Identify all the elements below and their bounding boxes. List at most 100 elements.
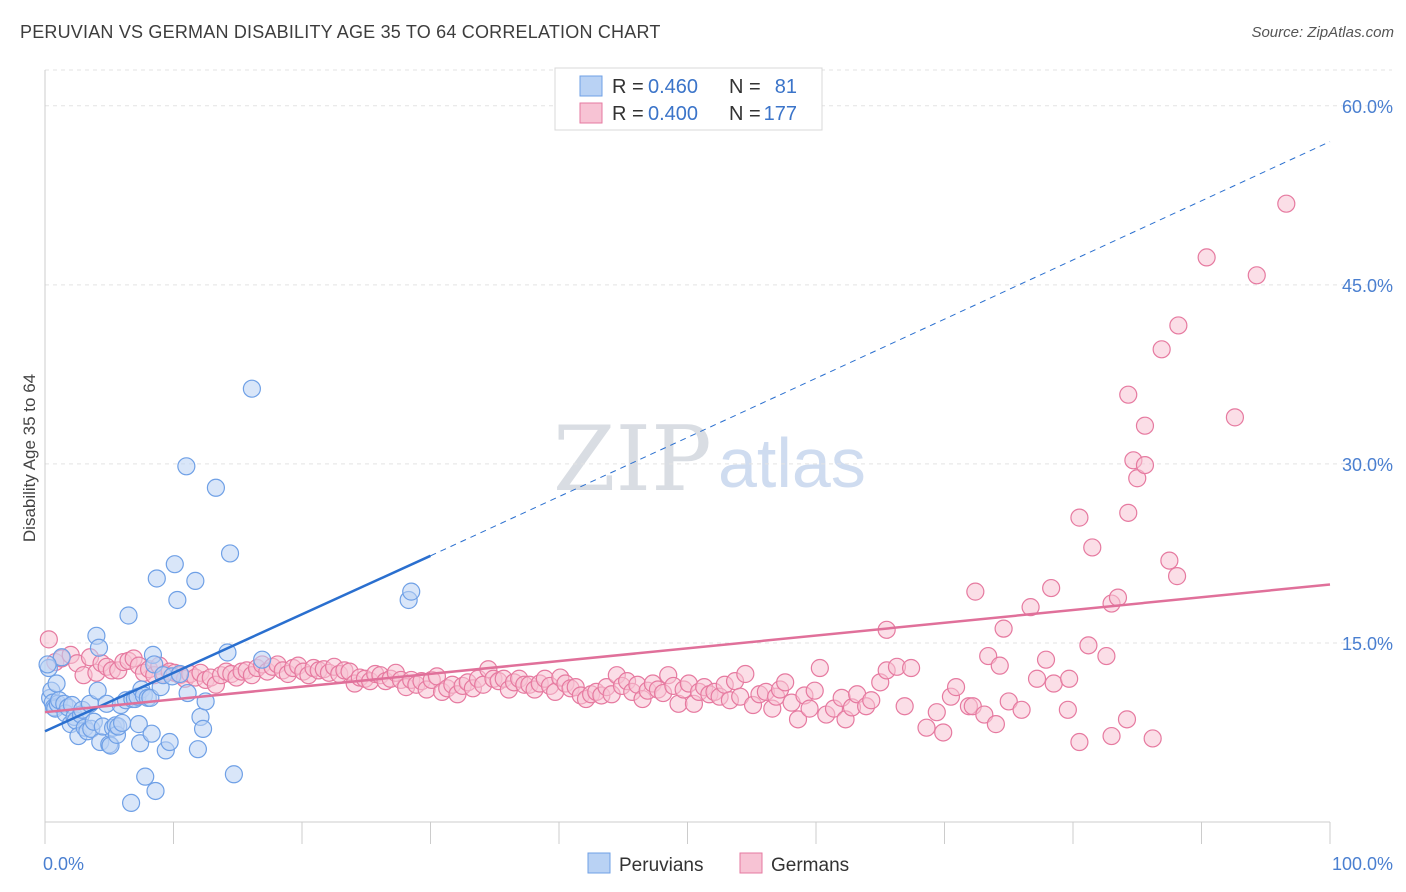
peruvian-point — [160, 732, 179, 752]
peruvian-point — [88, 681, 107, 700]
peruvian-point — [242, 379, 261, 398]
bottom-legend: Peruvians Germans — [587, 852, 849, 876]
watermark: ZIP atlas — [553, 407, 866, 512]
legend-r-label-1: R = — [612, 76, 644, 98]
german-point — [1070, 508, 1089, 527]
peruvian-point — [89, 638, 109, 657]
german-point — [1102, 726, 1121, 746]
german-point — [1036, 650, 1056, 669]
peruvian-point — [206, 478, 226, 497]
german-point — [1152, 340, 1171, 359]
peruvian-point — [147, 569, 166, 588]
german-point — [1160, 551, 1179, 570]
german-point — [895, 697, 914, 716]
legend-n-value-1: 81 — [775, 76, 797, 98]
peruvian-point — [165, 555, 184, 574]
y-tick-label: 45.0% — [1342, 276, 1393, 296]
y-tick-label: 15.0% — [1342, 634, 1393, 654]
german-point — [1083, 538, 1102, 557]
german-point — [1197, 248, 1216, 267]
x-tick-labels: 0.0% 100.0% — [43, 854, 1393, 874]
peruvians-points — [38, 379, 421, 813]
legend-r-label-2: R = — [612, 103, 644, 125]
legend-r-value-2: 0.400 — [648, 103, 698, 125]
german-point — [1079, 636, 1098, 655]
gridlines — [45, 69, 1392, 644]
watermark-zip: ZIP — [553, 407, 712, 512]
german-point — [1277, 194, 1296, 213]
german-point — [986, 715, 1006, 734]
german-point — [39, 630, 58, 649]
german-point — [1058, 700, 1077, 719]
peruvian-point — [193, 719, 213, 738]
peruvian-point — [112, 713, 132, 733]
peruvians-trend-extension — [430, 141, 1331, 557]
german-point — [788, 710, 808, 729]
german-point — [1027, 669, 1047, 688]
peruvian-point — [224, 765, 243, 784]
german-point — [1044, 674, 1063, 693]
peruvian-point — [47, 674, 66, 693]
chart-title: PERUVIAN VS GERMAN DISABILITY AGE 35 TO … — [20, 22, 661, 42]
german-point — [917, 718, 936, 737]
bottom-legend-label-peruvians: Peruvians — [619, 855, 704, 876]
german-point — [862, 691, 881, 710]
german-point — [1012, 700, 1031, 719]
german-point — [990, 656, 1009, 675]
peruvian-point — [142, 724, 161, 743]
peruvian-point — [402, 582, 421, 601]
peruvian-point — [186, 571, 205, 590]
legend-n-label-2: N = — [729, 103, 761, 125]
watermark-atlas: atlas — [718, 424, 866, 502]
peruvian-point — [188, 740, 208, 759]
x-tick-label-start: 0.0% — [43, 854, 84, 874]
peruvian-point — [119, 606, 138, 625]
german-point — [731, 687, 750, 706]
legend-n-label-1: N = — [729, 76, 761, 98]
german-point — [736, 664, 755, 684]
german-point — [1143, 729, 1162, 748]
source-note: Source: ZipAtlas.com — [1251, 24, 1394, 41]
peruvian-point — [52, 648, 71, 667]
bottom-legend-label-germans: Germans — [771, 855, 849, 876]
german-point — [1042, 578, 1061, 598]
german-point — [1247, 266, 1266, 285]
bottom-legend-swatch-germans — [739, 852, 763, 874]
german-point — [966, 582, 985, 601]
y-tick-labels: 15.0% 30.0% 45.0% 60.0% — [1342, 97, 1393, 654]
german-point — [810, 658, 829, 678]
german-point — [1169, 316, 1188, 335]
legend-r-value-1: 0.460 — [648, 76, 698, 98]
german-point — [999, 692, 1018, 711]
y-tick-label: 30.0% — [1342, 455, 1393, 475]
peruvian-point — [253, 650, 272, 669]
y-tick-label: 60.0% — [1342, 97, 1393, 117]
german-point — [934, 723, 953, 742]
german-point — [927, 703, 946, 722]
peruvian-point — [136, 767, 155, 786]
peruvian-point — [177, 457, 196, 476]
german-point — [1060, 669, 1079, 688]
peruvian-point — [168, 590, 187, 610]
german-point — [776, 673, 795, 692]
legend-n-value-2: 177 — [764, 103, 797, 125]
german-point — [1117, 710, 1137, 729]
peruvian-point — [129, 715, 148, 734]
german-point — [805, 681, 824, 700]
peruvian-point — [38, 655, 57, 674]
legend-swatch-germans — [579, 102, 603, 124]
german-point — [1225, 408, 1245, 427]
german-point — [1119, 503, 1138, 522]
peruvian-point — [146, 781, 165, 801]
german-point — [1070, 732, 1089, 752]
germans-trend-line — [44, 583, 1331, 714]
legend-swatch-peruvians — [579, 75, 603, 97]
german-point — [1097, 646, 1116, 666]
german-point — [1119, 385, 1138, 404]
trend-lines — [44, 141, 1331, 733]
y-axis-label: Disability Age 35 to 64 — [20, 374, 39, 542]
legend: R = 0.460 N = 81 R = 0.400 N = 177 — [554, 67, 823, 131]
bottom-legend-swatch-peruvians — [587, 852, 611, 874]
german-point — [994, 619, 1013, 638]
